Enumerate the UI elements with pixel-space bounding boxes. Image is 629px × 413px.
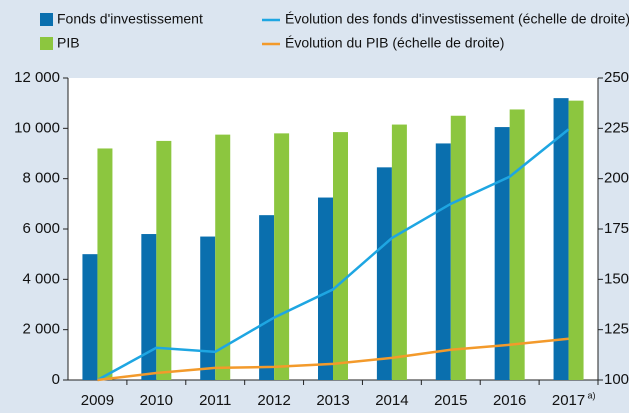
bar	[450, 115, 466, 380]
y-tick-label: 2 000	[22, 321, 60, 338]
x-tick-label: 2016	[493, 392, 526, 409]
y-tick-label: 4 000	[22, 270, 60, 287]
y-tick-label: 8 000	[22, 170, 60, 187]
y2-tick-label: 125	[604, 321, 629, 338]
y2-tick-label: 150	[604, 270, 629, 287]
y2-tick-label: 200	[604, 170, 629, 187]
y-tick-label: 6 000	[22, 220, 60, 237]
bar	[435, 143, 451, 380]
bar	[259, 215, 275, 380]
x-tick-label: 2013	[316, 392, 349, 409]
bar	[376, 167, 392, 380]
bar	[156, 140, 172, 380]
bar	[274, 133, 290, 380]
bar	[200, 236, 216, 380]
x-tick-label: 2011	[199, 392, 231, 409]
bar	[568, 100, 584, 381]
legend-label: Évolution des fonds d'investissement (éc…	[285, 11, 629, 27]
legend-label: Fonds d'investissement	[57, 11, 203, 27]
bar	[391, 124, 407, 380]
y2-tick-label: 250	[604, 69, 629, 86]
y2-tick-label: 225	[604, 119, 629, 136]
y-tick-label: 12 000	[14, 69, 60, 86]
bar	[141, 234, 157, 380]
bar	[509, 109, 525, 380]
legend-label: PIB	[57, 35, 80, 51]
bar	[553, 98, 569, 380]
legend-swatch	[40, 37, 53, 50]
y2-tick-label: 175	[604, 220, 629, 237]
line	[96, 128, 570, 382]
bar	[494, 127, 510, 380]
bar	[82, 254, 98, 380]
y2-tick-label: 100	[604, 371, 629, 388]
y-tick-label: 10 000	[14, 119, 60, 136]
legend-label: Évolution du PIB (échelle de droite)	[285, 35, 504, 51]
x-tick-label: 2009	[81, 392, 114, 409]
y-tick-label: 0	[52, 371, 60, 388]
bar	[318, 197, 333, 380]
bar	[215, 134, 231, 380]
x-tick-label: 2017	[552, 392, 585, 409]
x-tick-label: 2015	[434, 392, 467, 409]
legend-swatch	[40, 13, 53, 26]
x-tick-label: 2014	[375, 392, 408, 409]
annotation: a)	[588, 390, 596, 400]
line	[97, 337, 569, 382]
x-tick-label: 2010	[140, 392, 173, 409]
bar	[333, 132, 348, 380]
bar	[97, 148, 113, 380]
x-tick-label: 2012	[257, 392, 290, 409]
